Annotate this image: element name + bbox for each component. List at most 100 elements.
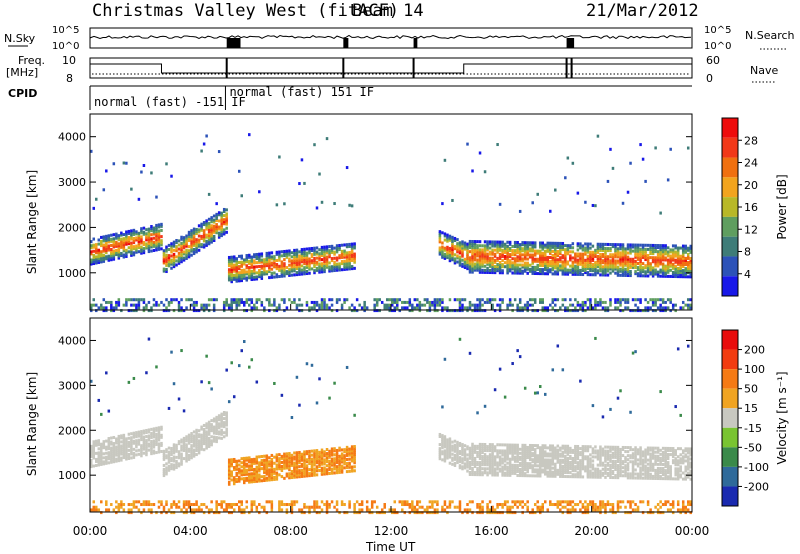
scatter-cell <box>453 259 457 263</box>
scatter-cell <box>190 503 193 507</box>
scatter-cell <box>295 461 299 465</box>
scatter-cell <box>147 309 151 313</box>
scatter-cell <box>95 251 98 255</box>
scatter-cell <box>100 452 103 456</box>
scatter-cell <box>117 508 121 512</box>
scatter-cell <box>298 268 301 272</box>
scatter-cell <box>298 469 301 473</box>
scatter-cell <box>325 303 329 307</box>
scatter-cell <box>127 238 131 242</box>
scatter-cell <box>222 222 226 226</box>
scatter-cell <box>268 269 271 273</box>
scatter-cell <box>689 246 692 250</box>
scatter-cell <box>506 473 509 477</box>
scatter-cell <box>684 260 687 264</box>
scatter-cell <box>345 449 349 453</box>
scatter-cell <box>227 258 231 262</box>
scatter-cell <box>172 382 176 386</box>
scatter-cell <box>225 230 228 234</box>
scatter-cell <box>396 511 399 515</box>
scatter-cell <box>212 429 216 433</box>
scatter-cell <box>200 508 203 512</box>
scatter-cell <box>177 500 181 504</box>
scatter-cell <box>335 256 339 260</box>
scatter-cell <box>521 464 524 468</box>
scatter-cell <box>268 276 271 280</box>
scatter-cell <box>180 252 183 256</box>
scatter-cell <box>476 446 479 450</box>
scatter-cell <box>280 264 284 268</box>
scatter-cell <box>135 232 138 236</box>
scatter-cell <box>468 250 472 254</box>
scatter-cell <box>651 250 655 254</box>
scatter-cell <box>298 450 301 454</box>
scatter-cell <box>659 309 662 313</box>
scatter-cell <box>684 263 687 267</box>
scatter-cell <box>503 463 507 467</box>
scatter-cell <box>340 470 344 474</box>
scatter-cell <box>686 275 690 279</box>
scatter-cell <box>248 261 251 265</box>
scatter-cell <box>488 246 492 250</box>
scatter-cell <box>426 298 429 302</box>
scatter-cell <box>513 253 517 257</box>
scatter-cell <box>230 361 233 365</box>
scatter-cell <box>468 262 472 266</box>
scatter-cell <box>325 137 329 141</box>
scatter-cell <box>463 298 467 302</box>
scatter-cell <box>215 423 218 427</box>
scatter-cell <box>320 252 324 256</box>
scatter-cell <box>561 298 565 302</box>
scatter-cell <box>466 306 469 310</box>
scatter-cell <box>476 309 479 313</box>
scatter-cell <box>273 263 276 267</box>
scatter-cell <box>288 456 291 460</box>
scatter-cell <box>521 511 524 515</box>
scatter-cell <box>90 246 93 250</box>
scatter-cell <box>345 253 349 257</box>
scatter-cell <box>132 236 136 240</box>
scatter-cell <box>217 414 221 418</box>
scatter-cell <box>140 432 143 436</box>
scatter-cell <box>157 233 161 237</box>
scatter-cell <box>202 233 206 237</box>
scatter-cell <box>664 258 667 262</box>
scatter-cell <box>483 246 487 250</box>
scatter-cell <box>253 474 256 478</box>
scatter-cell <box>187 455 191 459</box>
scatter-cell <box>513 457 517 461</box>
scatter-cell <box>120 243 123 247</box>
scatter-cell <box>516 306 519 310</box>
scatter-cell <box>436 309 439 313</box>
scatter-cell <box>579 268 582 272</box>
scatter-cell <box>273 300 276 304</box>
scatter-cell <box>202 432 206 436</box>
scatter-cell <box>528 243 532 247</box>
scatter-cell <box>491 303 494 307</box>
scatter-cell <box>243 260 246 264</box>
scatter-cell <box>684 244 687 248</box>
scatter-cell <box>458 261 462 265</box>
scatter-cell <box>132 505 136 509</box>
scatter-cell <box>476 454 479 458</box>
scatter-cell <box>611 253 615 257</box>
scatter-cell <box>147 500 151 504</box>
scatter-cell <box>167 309 171 313</box>
scatter-cell <box>263 460 266 464</box>
scatter-cell <box>192 444 196 448</box>
scatter-cell <box>468 460 472 464</box>
scatter-cell <box>441 298 444 302</box>
scatter-cell <box>150 227 153 231</box>
scatter-cell <box>303 450 306 454</box>
scatter-cell <box>574 260 577 264</box>
scatter-cell <box>483 471 487 475</box>
scatter-cell <box>310 469 314 473</box>
scatter-cell <box>353 449 356 453</box>
scatter-cell <box>220 428 223 432</box>
scatter-cell <box>320 454 324 458</box>
scatter-cell <box>112 460 116 464</box>
scatter-cell <box>310 505 314 509</box>
scatter-cell <box>443 437 447 441</box>
scatter-cell <box>473 465 477 469</box>
scatter-cell <box>155 365 158 369</box>
